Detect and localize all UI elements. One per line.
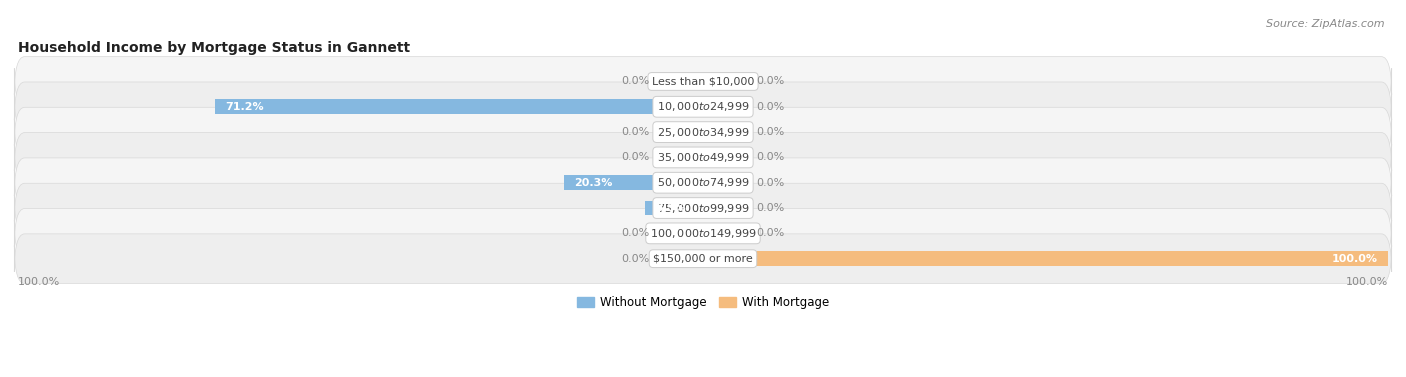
Bar	[655, 150, 703, 165]
Bar	[703, 100, 751, 114]
Bar	[703, 125, 751, 139]
Bar	[655, 74, 703, 89]
Text: 0.0%: 0.0%	[756, 152, 785, 162]
Text: 0.0%: 0.0%	[756, 127, 785, 137]
FancyBboxPatch shape	[14, 57, 1392, 106]
Text: $25,000 to $34,999: $25,000 to $34,999	[657, 126, 749, 139]
Text: 0.0%: 0.0%	[621, 152, 650, 162]
Text: 0.0%: 0.0%	[756, 178, 785, 188]
Bar	[703, 175, 751, 190]
FancyBboxPatch shape	[14, 234, 1392, 284]
Text: $50,000 to $74,999: $50,000 to $74,999	[657, 176, 749, 189]
Bar	[215, 100, 703, 114]
Text: 0.0%: 0.0%	[756, 77, 785, 86]
Bar	[655, 226, 703, 241]
Text: 0.0%: 0.0%	[756, 203, 785, 213]
FancyBboxPatch shape	[14, 208, 1392, 258]
Bar	[703, 201, 751, 215]
Text: 100.0%: 100.0%	[1331, 254, 1378, 264]
Text: 71.2%: 71.2%	[225, 102, 264, 112]
Bar	[703, 74, 751, 89]
Text: 0.0%: 0.0%	[756, 102, 785, 112]
Text: $100,000 to $149,999: $100,000 to $149,999	[650, 227, 756, 240]
Text: $35,000 to $49,999: $35,000 to $49,999	[657, 151, 749, 164]
Bar	[703, 150, 751, 165]
Bar	[703, 251, 1388, 266]
FancyBboxPatch shape	[14, 82, 1392, 132]
Text: Household Income by Mortgage Status in Gannett: Household Income by Mortgage Status in G…	[18, 41, 411, 55]
Bar	[655, 125, 703, 139]
Text: $75,000 to $99,999: $75,000 to $99,999	[657, 202, 749, 215]
Text: 0.0%: 0.0%	[621, 228, 650, 238]
Text: Source: ZipAtlas.com: Source: ZipAtlas.com	[1267, 19, 1385, 29]
Text: 0.0%: 0.0%	[621, 127, 650, 137]
Text: 100.0%: 100.0%	[1346, 277, 1388, 287]
Text: $10,000 to $24,999: $10,000 to $24,999	[657, 100, 749, 113]
Bar	[564, 175, 703, 190]
Bar	[703, 226, 751, 241]
Text: $150,000 or more: $150,000 or more	[654, 254, 752, 264]
Bar	[655, 251, 703, 266]
FancyBboxPatch shape	[14, 158, 1392, 208]
Text: 0.0%: 0.0%	[621, 254, 650, 264]
Text: 0.0%: 0.0%	[621, 77, 650, 86]
Text: 20.3%: 20.3%	[574, 178, 613, 188]
Text: Less than $10,000: Less than $10,000	[652, 77, 754, 86]
FancyBboxPatch shape	[14, 107, 1392, 157]
FancyBboxPatch shape	[14, 183, 1392, 233]
Text: 0.0%: 0.0%	[756, 228, 785, 238]
FancyBboxPatch shape	[14, 133, 1392, 182]
Text: 100.0%: 100.0%	[18, 277, 60, 287]
Legend: Without Mortgage, With Mortgage: Without Mortgage, With Mortgage	[572, 291, 834, 314]
Bar	[645, 201, 703, 215]
Text: 8.5%: 8.5%	[655, 203, 686, 213]
